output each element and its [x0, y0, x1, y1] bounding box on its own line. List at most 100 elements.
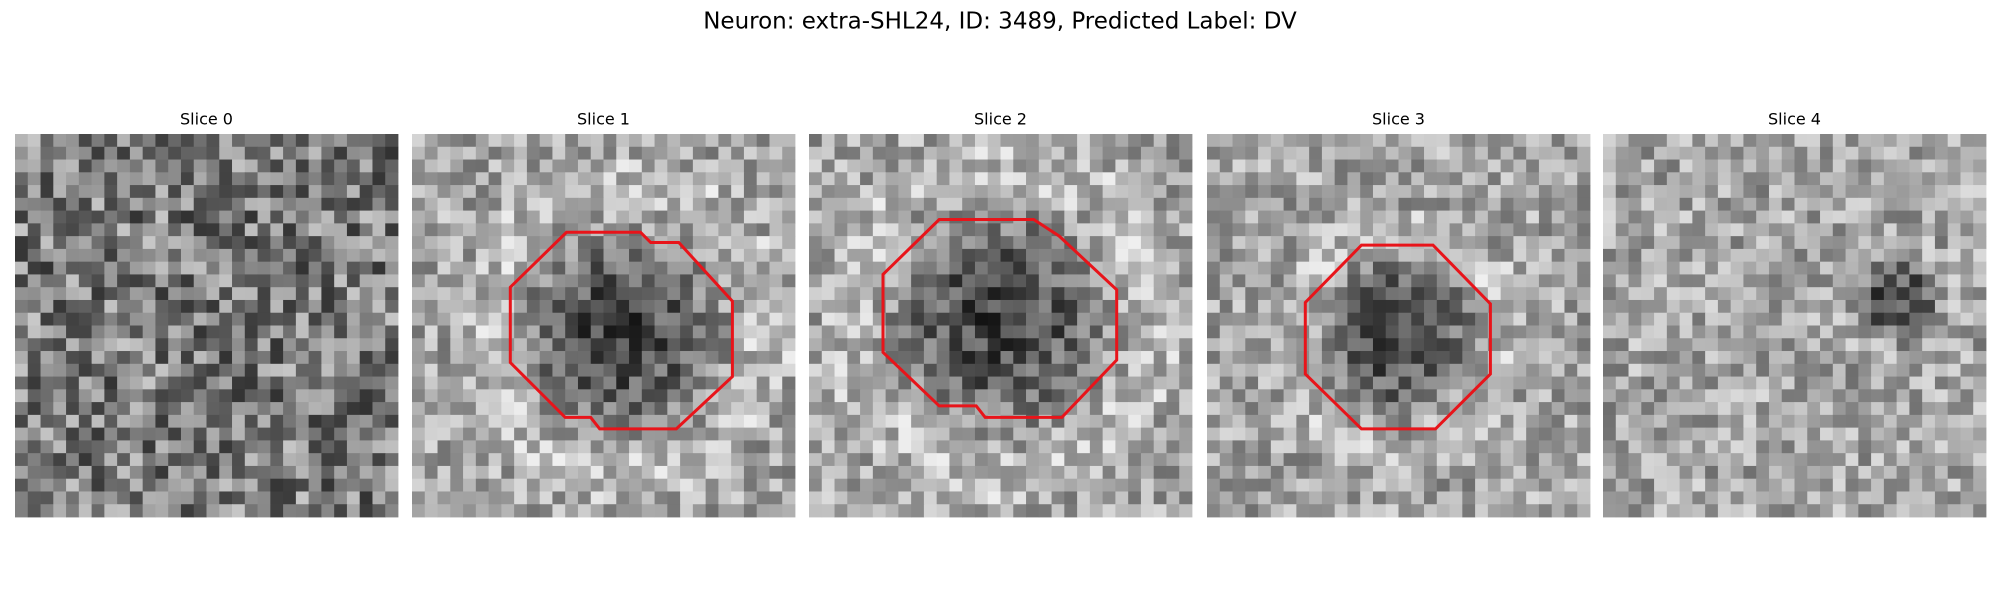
pixel — [629, 134, 643, 148]
pixel — [641, 427, 655, 441]
pixel — [1551, 312, 1565, 326]
pixel — [1411, 299, 1425, 314]
pixel — [129, 146, 144, 160]
slice-image — [15, 134, 399, 518]
pixel — [731, 146, 745, 160]
pixel — [1064, 491, 1078, 505]
pixel — [1089, 261, 1104, 275]
pixel — [1628, 414, 1642, 429]
pixel — [1768, 299, 1783, 314]
pixel — [834, 197, 848, 211]
pixel — [1424, 491, 1438, 505]
pixel — [514, 172, 528, 186]
pixel — [232, 223, 246, 237]
pixel — [424, 440, 438, 454]
pixel — [346, 312, 361, 326]
pixel — [488, 402, 502, 416]
pixel — [1077, 236, 1091, 250]
pixel — [117, 478, 131, 492]
pixel — [949, 338, 963, 352]
pixel — [641, 465, 655, 480]
pixel — [860, 210, 874, 224]
pixel — [78, 351, 92, 365]
pixel — [731, 159, 745, 173]
pixel — [654, 504, 668, 518]
pixel — [1692, 491, 1706, 505]
pixel — [1896, 453, 1910, 467]
pixel — [488, 338, 502, 352]
pixel — [104, 172, 118, 186]
pixel — [412, 465, 426, 480]
pixel — [66, 236, 80, 250]
pixel — [1334, 236, 1348, 250]
pixel — [1334, 504, 1348, 518]
pixel — [565, 236, 579, 250]
pixel — [718, 440, 732, 454]
pixel — [756, 172, 770, 186]
pixel — [1089, 236, 1104, 250]
pixel — [1973, 376, 1987, 390]
pixel — [412, 478, 426, 492]
pixel — [1973, 402, 1987, 416]
pixel — [616, 414, 630, 429]
pixel — [911, 491, 925, 505]
pixel — [15, 248, 29, 263]
pixel — [1449, 491, 1463, 505]
pixel — [1115, 248, 1129, 263]
pixel — [1603, 172, 1617, 186]
pixel — [1756, 504, 1770, 518]
pixel — [743, 363, 758, 377]
pixel — [1564, 146, 1578, 160]
pixel — [590, 402, 604, 416]
pixel — [743, 414, 758, 429]
pixel — [1717, 414, 1732, 429]
pixel — [1794, 223, 1808, 237]
pixel — [1717, 197, 1732, 211]
pixel — [1960, 453, 1974, 467]
pixel — [1692, 414, 1706, 429]
pixel — [168, 414, 182, 429]
pixel — [860, 427, 874, 441]
pixel — [1102, 248, 1116, 263]
pixel — [1283, 389, 1297, 403]
pixel — [1179, 440, 1193, 454]
pixel — [424, 414, 438, 429]
pixel — [1717, 312, 1732, 326]
pixel — [1296, 261, 1310, 275]
pixel — [1768, 287, 1783, 301]
pixel — [1973, 146, 1987, 160]
pixel — [1832, 197, 1846, 211]
pixel — [769, 185, 783, 199]
pixel — [885, 261, 899, 275]
pixel — [1807, 325, 1821, 339]
pixel — [1321, 440, 1336, 454]
pixel — [898, 453, 912, 467]
pixel — [1166, 376, 1180, 390]
pixel — [1334, 185, 1348, 199]
pixel — [974, 427, 989, 441]
pixel — [821, 287, 835, 301]
pixel — [974, 312, 989, 326]
pixel — [27, 351, 41, 365]
pixel — [1807, 376, 1821, 390]
pixel — [155, 159, 169, 173]
pixel — [526, 287, 541, 301]
pixel — [1436, 134, 1450, 148]
pixel — [1615, 491, 1629, 505]
pixel — [346, 146, 361, 160]
pixel — [232, 134, 246, 148]
pixel — [385, 172, 399, 186]
pixel — [1270, 402, 1284, 416]
pixel — [1577, 376, 1591, 390]
pixel — [1756, 159, 1770, 173]
pixel — [1756, 414, 1770, 429]
pixel — [1089, 465, 1104, 480]
pixel — [1411, 261, 1425, 275]
pixel — [1334, 134, 1348, 148]
pixel — [834, 185, 848, 199]
pixel — [847, 172, 861, 186]
pixel — [731, 197, 745, 211]
pixel — [526, 414, 541, 429]
pixel — [437, 223, 451, 237]
pixel — [1347, 453, 1361, 467]
